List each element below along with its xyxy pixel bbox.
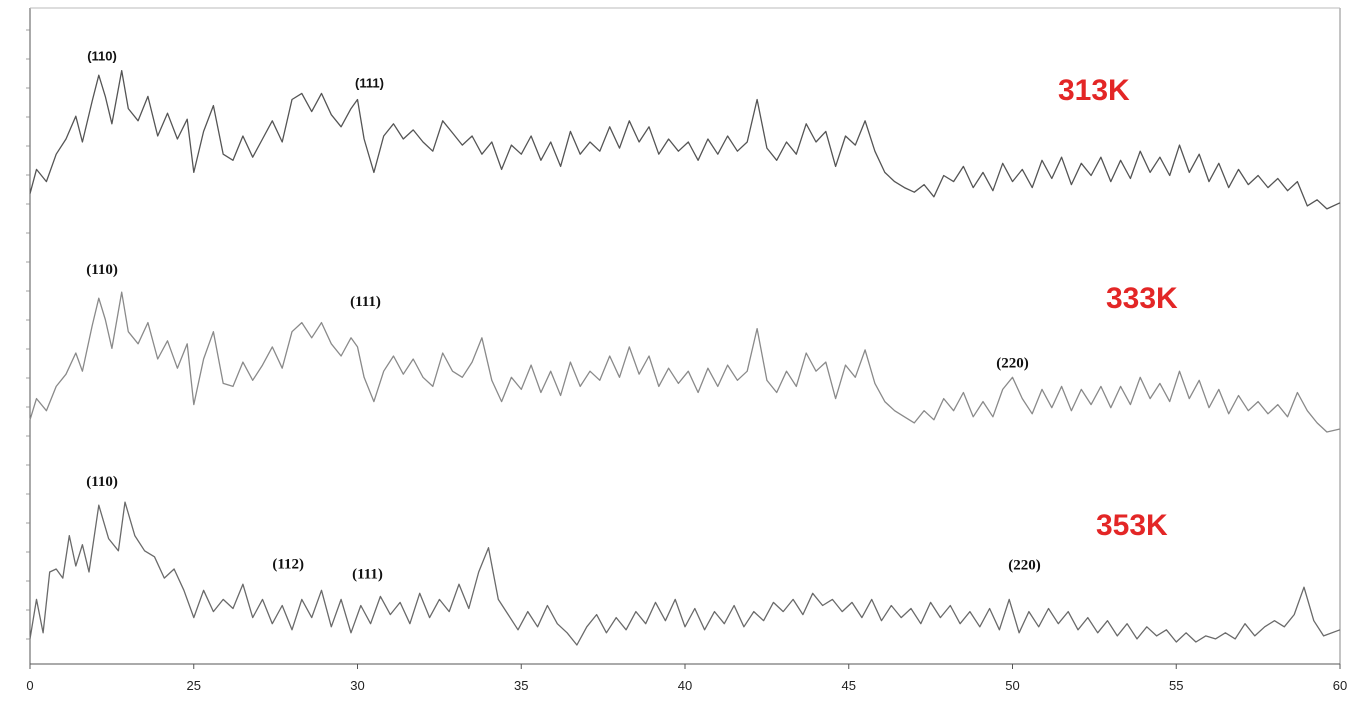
series-line-353k xyxy=(29,501,1341,646)
x-tick-label: 45 xyxy=(842,678,856,693)
peak-label: (220) xyxy=(1008,557,1041,573)
x-tick-label: 35 xyxy=(514,678,528,693)
x-tick-label: 30 xyxy=(350,678,364,693)
x-tick-label: 40 xyxy=(678,678,692,693)
x-tick-label: 55 xyxy=(1169,678,1183,693)
peak-label: (220) xyxy=(996,355,1029,371)
peak-label: (110) xyxy=(86,474,118,490)
series-name-label: 313K xyxy=(1058,74,1130,107)
peak-label: (111) xyxy=(350,294,381,310)
peak-label: (111) xyxy=(355,75,384,90)
series-line-333k xyxy=(29,291,1341,433)
x-tick-label: 0 xyxy=(26,678,33,693)
series-line-313k xyxy=(29,69,1341,210)
x-tick-label: 50 xyxy=(1005,678,1019,693)
peak-label: (110) xyxy=(87,49,117,64)
series-name-label: 353K xyxy=(1096,509,1168,542)
x-tick-label: 25 xyxy=(187,678,201,693)
peak-label: (110) xyxy=(86,262,118,278)
series-name-label: 333K xyxy=(1106,282,1178,315)
peak-label: (112) xyxy=(272,556,304,572)
peak-label: (111) xyxy=(352,566,383,582)
x-tick-label: 60 xyxy=(1333,678,1347,693)
